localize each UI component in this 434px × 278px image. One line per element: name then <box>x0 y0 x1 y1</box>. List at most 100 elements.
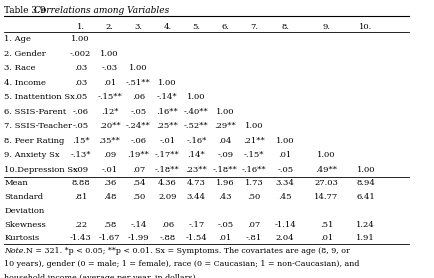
Text: .03: .03 <box>74 79 87 87</box>
Text: 10.: 10. <box>358 23 372 31</box>
Text: .58: .58 <box>102 220 116 229</box>
Text: 6.41: 6.41 <box>355 193 375 201</box>
Text: -1.54: -1.54 <box>185 234 207 242</box>
Text: .22: .22 <box>74 220 87 229</box>
Text: -.05: -.05 <box>130 108 146 116</box>
Text: -.09: -.09 <box>72 166 89 174</box>
Text: .03: .03 <box>74 64 87 72</box>
Text: .01: .01 <box>319 234 332 242</box>
Text: .35**: .35** <box>99 137 120 145</box>
Text: -.06: -.06 <box>130 137 146 145</box>
Text: 2. Gender: 2. Gender <box>4 50 46 58</box>
Text: 1.00: 1.00 <box>187 93 205 101</box>
Text: -.52**: -.52** <box>184 122 208 130</box>
Text: Skewness: Skewness <box>4 220 46 229</box>
Text: 3. Race: 3. Race <box>4 64 36 72</box>
Text: .29**: .29** <box>214 122 236 130</box>
Text: -.01: -.01 <box>101 166 117 174</box>
Text: .04: .04 <box>218 137 231 145</box>
Text: 2.09: 2.09 <box>158 193 176 201</box>
Text: .14*: .14* <box>187 151 205 159</box>
Text: 1.73: 1.73 <box>244 179 263 187</box>
Text: Mean: Mean <box>4 179 28 187</box>
Text: 10.Depression Sx: 10.Depression Sx <box>4 166 78 174</box>
Text: .07: .07 <box>132 166 145 174</box>
Text: 5.: 5. <box>192 23 200 31</box>
Text: 1.00: 1.00 <box>158 79 176 87</box>
Text: -.14: -.14 <box>130 220 146 229</box>
Text: .49**: .49** <box>315 166 337 174</box>
Text: -.88: -.88 <box>159 234 175 242</box>
Text: -.05: -.05 <box>72 122 89 130</box>
Text: 10 years), gender (0 = male; 1 = female), race (0 = Caucasian; 1 = non-Caucasian: 10 years), gender (0 = male; 1 = female)… <box>4 260 358 268</box>
Text: .01: .01 <box>278 151 291 159</box>
Text: 1.96: 1.96 <box>216 179 234 187</box>
Text: Note.: Note. <box>4 247 29 255</box>
Text: Deviation: Deviation <box>4 207 44 215</box>
Text: .15*: .15* <box>72 137 89 145</box>
Text: -.17**: -.17** <box>155 151 179 159</box>
Text: -1.14: -1.14 <box>274 220 296 229</box>
Text: .16**: .16** <box>156 108 178 116</box>
Text: -.18**: -.18** <box>155 166 179 174</box>
Text: 27.03: 27.03 <box>314 179 338 187</box>
Text: .06: .06 <box>132 93 145 101</box>
Text: .54: .54 <box>132 179 145 187</box>
Text: -.14*: -.14* <box>157 93 178 101</box>
Text: 1.00: 1.00 <box>100 50 118 58</box>
Text: -.18**: -.18** <box>212 166 237 174</box>
Text: 6.: 6. <box>221 23 229 31</box>
Text: -.06: -.06 <box>72 108 89 116</box>
Text: 4.36: 4.36 <box>158 179 176 187</box>
Text: -1.67: -1.67 <box>99 234 120 242</box>
Text: 1.00: 1.00 <box>275 137 294 145</box>
Text: .09: .09 <box>103 151 116 159</box>
Text: 1.00: 1.00 <box>244 122 263 130</box>
Text: 14.77: 14.77 <box>314 193 338 201</box>
Text: -.01: -.01 <box>159 137 175 145</box>
Text: Correlations among Variables: Correlations among Variables <box>34 6 169 15</box>
Text: -.13*: -.13* <box>70 151 91 159</box>
Text: -.51**: -.51** <box>126 79 151 87</box>
Text: -.03: -.03 <box>101 64 117 72</box>
Text: .07: .07 <box>247 220 260 229</box>
Text: .50: .50 <box>132 193 145 201</box>
Text: 9.: 9. <box>322 23 330 31</box>
Text: -1.99: -1.99 <box>127 234 149 242</box>
Text: .45: .45 <box>278 193 291 201</box>
Text: .23**: .23** <box>185 166 207 174</box>
Text: .01: .01 <box>103 79 116 87</box>
Text: 8.94: 8.94 <box>355 179 375 187</box>
Text: .12*: .12* <box>101 108 118 116</box>
Text: 8.: 8. <box>281 23 289 31</box>
Text: 4.: 4. <box>163 23 171 31</box>
Text: .51: .51 <box>319 220 332 229</box>
Text: 4. Income: 4. Income <box>4 79 46 87</box>
Text: Kurtosis: Kurtosis <box>4 234 39 242</box>
Text: 7. SSIS-Teacher: 7. SSIS-Teacher <box>4 122 72 130</box>
Text: 3.: 3. <box>134 23 142 31</box>
Text: .01: .01 <box>218 234 231 242</box>
Text: 9. Anxiety Sx: 9. Anxiety Sx <box>4 151 59 159</box>
Text: 1.: 1. <box>76 23 85 31</box>
Text: 3.44: 3.44 <box>187 193 205 201</box>
Text: 1.00: 1.00 <box>216 108 234 116</box>
Text: 8.88: 8.88 <box>71 179 90 187</box>
Text: 8. Peer Rating: 8. Peer Rating <box>4 137 64 145</box>
Text: -1.43: -1.43 <box>69 234 91 242</box>
Text: -.002: -.002 <box>70 50 91 58</box>
Text: N = 321. *p < 0.05; **p < 0.01. Sx = Symptoms. The covariates are age (8, 9, or: N = 321. *p < 0.05; **p < 0.01. Sx = Sym… <box>26 247 349 255</box>
Text: -.15*: -.15* <box>243 151 264 159</box>
Text: -.09: -.09 <box>217 151 233 159</box>
Text: .48: .48 <box>102 193 116 201</box>
Text: -.81: -.81 <box>246 234 262 242</box>
Text: -.05: -.05 <box>217 220 233 229</box>
Text: -.16**: -.16** <box>241 166 266 174</box>
Text: .50: .50 <box>247 193 260 201</box>
Text: 1.00: 1.00 <box>356 166 374 174</box>
Text: -.17: -.17 <box>188 220 204 229</box>
Text: 7.: 7. <box>250 23 258 31</box>
Text: -.16*: -.16* <box>186 137 206 145</box>
Text: .19**: .19** <box>127 151 149 159</box>
Text: .21**: .21** <box>243 137 264 145</box>
